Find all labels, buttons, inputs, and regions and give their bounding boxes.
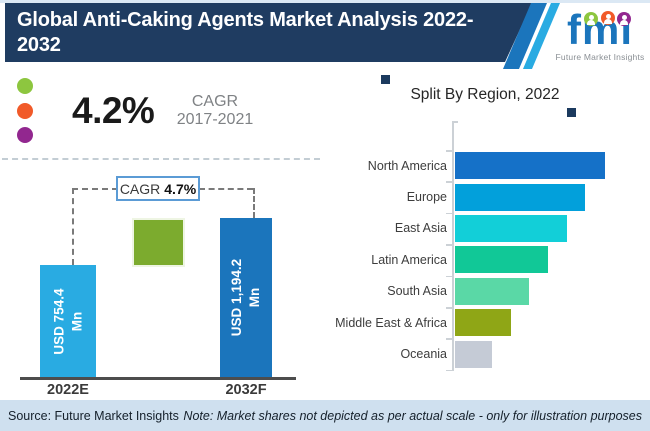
logo-tagline: Future Market Insights: [555, 52, 645, 62]
region-row: South Asia: [322, 276, 642, 307]
market-size-bar-2022: USD 754.4 Mn: [40, 265, 96, 378]
market-size-bar-2032: USD 1,194.2 Mn: [220, 218, 272, 378]
historic-cagr-period: 2017-2021: [176, 111, 254, 128]
region-bar: [455, 214, 567, 242]
region-rows: North America Europe East Asia Latin Americ…: [322, 150, 642, 370]
region-bar: [455, 246, 548, 274]
x-axis-line: [20, 377, 296, 380]
historic-cagr-label: CAGR 2017-2021: [176, 93, 254, 129]
cagr-connector-line: [253, 188, 255, 218]
person-bubble-icon: [617, 12, 631, 26]
region-label: East Asia: [394, 221, 447, 236]
cagr-connector-line: [199, 188, 253, 190]
region-bar: [455, 277, 529, 305]
page-title: Global Anti-Caking Agents Market Analysi…: [5, 3, 510, 58]
region-bar: [455, 183, 585, 211]
axis-tick: [452, 121, 458, 123]
cagr-connector-line: [72, 188, 118, 190]
historic-cagr-value: 4.2%: [72, 90, 155, 131]
note-text: Note: Market shares not depicted as per …: [183, 408, 642, 423]
region-row: Oceania: [322, 338, 642, 369]
forecast-cagr-prefix: CAGR: [119, 180, 161, 197]
accent-dot-icon: [17, 103, 33, 119]
axis-tick: [446, 338, 452, 340]
interim-period-box: [132, 218, 185, 267]
axis-tick: [446, 181, 452, 183]
fmi-logo-text: fmi: [567, 6, 633, 53]
x-axis-label-2022e: 2022E: [47, 382, 89, 398]
top-accent-strip: [0, 0, 650, 3]
region-row: Latin America: [322, 244, 642, 275]
decorative-square: [567, 108, 576, 117]
region-bar: [455, 152, 605, 180]
region-label: North America: [367, 158, 447, 173]
page-title-line1: Global Anti-Caking Agents Market Analysi…: [17, 9, 474, 31]
region-label: Europe: [406, 190, 447, 205]
header-banner: Global Anti-Caking Agents Market Analysi…: [5, 3, 532, 62]
page-title-line2: 2032: [17, 34, 61, 56]
forecast-cagr-value: 4.7%: [164, 180, 197, 197]
region-row: East Asia: [322, 213, 642, 244]
axis-tick: [446, 212, 452, 215]
cagr-connector-line: [72, 188, 74, 265]
region-label: Middle East & Africa: [335, 315, 447, 330]
region-bar: [455, 309, 511, 337]
region-row: Europe: [322, 181, 642, 212]
axis-tick: [446, 307, 452, 309]
x-axis-label-2032f: 2032F: [225, 382, 267, 398]
forecast-cagr-badge: CAGR 4.7%: [116, 176, 200, 201]
source-text: Source: Future Market Insights: [8, 408, 179, 423]
person-bubble-icon: [584, 12, 598, 26]
accent-dot-icon: [17, 78, 33, 94]
person-bubble-icon: [601, 11, 615, 25]
market-size-value-2032: USD 1,194.2 Mn: [229, 259, 263, 337]
accent-dot-icon: [17, 127, 33, 143]
region-bar: [455, 340, 492, 368]
region-chart-title: Split By Region, 2022: [410, 86, 560, 103]
decorative-square: [381, 75, 390, 84]
footer-bar: Source: Future Market Insights Note: Mar…: [0, 400, 650, 431]
region-chart-axis: [452, 121, 454, 371]
region-label: South Asia: [387, 284, 447, 299]
region-label: Latin America: [371, 252, 447, 267]
axis-tick: [446, 244, 452, 246]
market-size-value-2022: USD 754.4 Mn: [51, 288, 85, 355]
fmi-logo: fmi Future Market Insights: [550, 4, 650, 62]
dashed-separator: [2, 158, 320, 160]
region-row: North America: [322, 150, 642, 181]
historic-cagr-label-text: CAGR: [191, 93, 239, 110]
axis-tick: [446, 150, 452, 152]
region-row: Middle East & Africa: [322, 307, 642, 338]
axis-tick: [446, 275, 452, 278]
region-label: Oceania: [400, 347, 447, 362]
axis-tick: [446, 369, 452, 372]
